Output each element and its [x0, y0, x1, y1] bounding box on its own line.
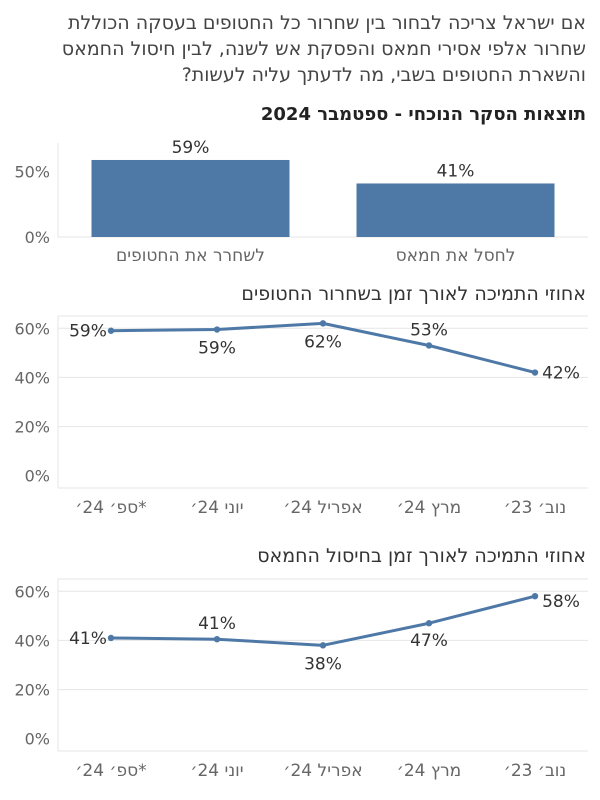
y-tick-label: 0%: [25, 467, 50, 486]
x-category-label: יוני 24׳: [190, 761, 243, 781]
line-chart-eliminate-hamas: 0% 20% 40% 60% 41% ספ׳ 24׳* 41% יוני 24׳ 38% אפרי…: [14, 578, 588, 781]
data-point: [425, 342, 433, 349]
data-point: [107, 634, 115, 642]
y-tick-label: 0%: [25, 228, 50, 247]
bar-chart-support: 0% 50% 59% לשחרר את החטופים 41% לחסל את חמאס: [14, 138, 588, 266]
data-point: [213, 636, 221, 643]
data-point: [319, 642, 327, 649]
x-category-label: לחסל את חמאס: [396, 246, 516, 266]
x-category-label: לשחרר את החטופים: [116, 246, 265, 266]
line-chart-eliminate-title: אחוזי התמיכה לאורך זמן בחיסול החמאס: [257, 545, 586, 567]
data-label: 41%: [198, 614, 236, 634]
line-chart-release-title: אחוזי התמיכה לאורך זמן בשחרור החטופים: [241, 283, 586, 305]
data-label: 62%: [304, 332, 342, 352]
data-point: [319, 320, 327, 327]
survey-question: אם ישראל צריכה לבחור בין שחרור כל החטופי…: [61, 12, 586, 86]
y-tick-label: 40%: [14, 631, 50, 650]
bar-0: [91, 159, 290, 237]
y-tick-label: 20%: [14, 418, 50, 437]
data-label: 58%: [542, 592, 580, 612]
data-label: 47%: [410, 631, 448, 651]
x-category-label: נוב׳ 23׳: [504, 761, 566, 781]
y-tick-label: 60%: [14, 319, 50, 338]
series-line: [110, 594, 536, 647]
data-label: 59%: [198, 339, 236, 359]
x-category-label: ספ׳ 24׳*: [75, 498, 146, 518]
x-category-label: מרץ 24׳: [397, 761, 461, 781]
data-label: 53%: [410, 320, 448, 340]
bar-value-label: 59%: [172, 138, 210, 158]
data-label: 59%: [69, 322, 107, 342]
y-tick-label: 0%: [25, 730, 50, 749]
y-tick-label: 40%: [14, 368, 50, 387]
data-label: 42%: [542, 364, 580, 384]
y-tick-label: 50%: [14, 163, 50, 182]
data-label: 41%: [69, 629, 107, 649]
x-category-label: ספ׳ 24׳*: [75, 761, 146, 781]
data-point: [425, 620, 433, 627]
x-category-label: מרץ 24׳: [397, 498, 461, 518]
y-tick-label: 60%: [14, 582, 50, 601]
x-category-label: יוני 24׳: [190, 498, 243, 518]
x-category-label: אפריל 24׳: [283, 498, 362, 518]
line-chart-release-hostages: 0% 20% 40% 60% 59% ספ׳ 24׳* 59% יוני 24׳ 62% אפרי…: [14, 315, 588, 518]
survey-subtitle: תוצאות הסקר הנוכחי - ספטמבר 2024: [260, 104, 586, 125]
bar-value-label: 41%: [437, 161, 475, 181]
bar-1: [356, 183, 555, 237]
data-point: [531, 369, 539, 376]
data-point: [213, 326, 221, 333]
data-point: [531, 593, 539, 600]
data-label: 38%: [304, 654, 342, 674]
x-category-label: נוב׳ 23׳: [504, 498, 566, 518]
x-category-label: אפריל 24׳: [283, 761, 362, 781]
data-point: [107, 327, 115, 334]
y-tick-label: 20%: [14, 681, 50, 700]
